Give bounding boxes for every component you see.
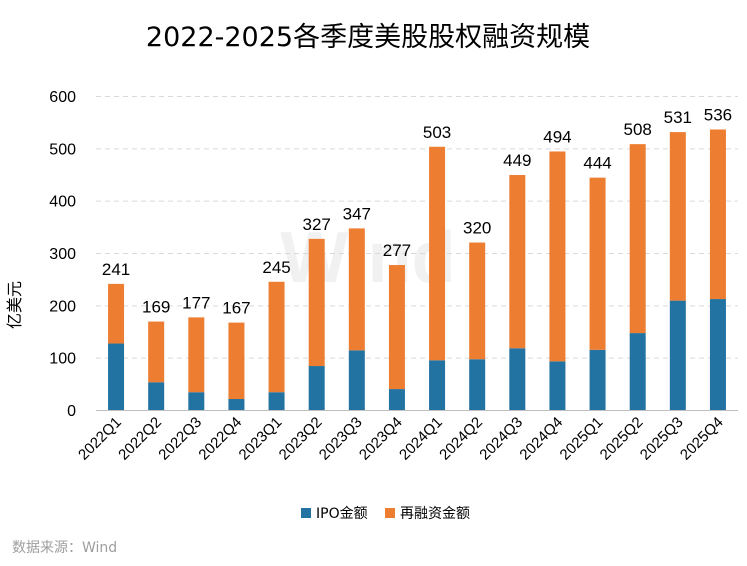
total-data-label: 177 [182, 293, 210, 312]
bar-segment-ipo [549, 361, 566, 410]
bar-segment-refinancing [709, 129, 726, 300]
legend-label-ipo: IPO金额 [316, 506, 368, 522]
total-data-label: 503 [423, 123, 451, 142]
total-data-label: 169 [142, 298, 170, 317]
x-tick-label: 2023Q4 [356, 414, 406, 464]
legend-swatch-ipo [301, 508, 311, 518]
bar-segment-refinancing [348, 228, 365, 351]
bar-segment-refinancing [429, 146, 446, 361]
bar-segment-ipo [589, 349, 606, 410]
bar-segment-ipo [388, 389, 405, 410]
bar-segment-refinancing [308, 238, 325, 367]
x-tick-label: 2025Q2 [597, 414, 647, 464]
x-tick-label: 2024Q1 [396, 414, 446, 464]
total-data-label: 494 [543, 127, 571, 146]
bar-segment-ipo [429, 360, 446, 410]
x-tick-label: 2024Q3 [476, 414, 526, 464]
total-data-label: 327 [303, 215, 331, 234]
total-data-label: 449 [503, 151, 531, 170]
legend-label-refinancing: 再融资金额 [400, 506, 470, 522]
bar-segment-refinancing [228, 322, 245, 400]
y-tick-label: 300 [49, 246, 76, 263]
bar-segment-refinancing [148, 321, 165, 383]
total-data-label: 347 [343, 204, 371, 223]
legend: IPO金额 再融资金额 [301, 506, 470, 522]
legend-swatch-refinancing [385, 508, 395, 518]
bar-segment-ipo [228, 399, 245, 410]
total-data-label: 167 [222, 299, 250, 318]
total-data-label: 245 [262, 258, 290, 277]
total-data-label: 277 [383, 241, 411, 260]
x-axis-ticks: 2022Q12022Q22022Q32022Q42023Q12023Q22023… [75, 414, 727, 464]
y-tick-label: 500 [49, 141, 76, 158]
total-data-label: 531 [664, 108, 692, 127]
bar-segment-ipo [188, 392, 205, 410]
x-tick-label: 2025Q1 [557, 414, 607, 464]
data-labels: 241 169 177 167 245 327 347 277 503 320 449 494 444 5… [102, 105, 732, 317]
source-note: 数据来源：Wind [12, 540, 117, 556]
bar-segment-ipo [469, 359, 486, 410]
y-tick-label: 0 [67, 403, 76, 420]
y-tick-label: 600 [49, 89, 76, 106]
bar-segment-ipo [709, 299, 726, 410]
x-tick-label: 2022Q3 [155, 414, 205, 464]
chart-title: 2022-2025各季度美股股权融资规模 [146, 22, 590, 53]
bar-segment-ipo [669, 300, 686, 410]
y-axis-ticks: 0 100 200 300 400 500 600 [49, 89, 76, 420]
bar-segment-refinancing [268, 281, 285, 393]
y-tick-label: 200 [49, 298, 76, 315]
bar-segment-refinancing [669, 132, 686, 301]
x-tick-label: 2024Q4 [516, 414, 566, 464]
bar-segment-refinancing [589, 177, 606, 350]
bar-segment-ipo [108, 343, 125, 410]
bar-segment-refinancing [509, 175, 526, 349]
x-tick-label: 2024Q2 [436, 414, 486, 464]
x-tick-label: 2025Q4 [677, 414, 727, 464]
bars [108, 129, 726, 410]
bar-segment-ipo [148, 382, 165, 410]
x-tick-label: 2023Q2 [276, 414, 326, 464]
bar-segment-refinancing [108, 283, 125, 344]
bar-segment-refinancing [629, 144, 646, 334]
bar-segment-ipo [629, 333, 646, 410]
total-data-label: 241 [102, 260, 130, 279]
x-tick-label: 2023Q1 [236, 414, 286, 464]
total-data-label: 536 [704, 105, 732, 124]
x-tick-label: 2023Q3 [316, 414, 366, 464]
bar-segment-ipo [308, 366, 325, 410]
bar-segment-refinancing [388, 265, 405, 390]
y-tick-label: 400 [49, 194, 76, 211]
x-tick-label: 2025Q3 [637, 414, 687, 464]
bar-segment-refinancing [549, 151, 566, 362]
bar-segment-ipo [348, 350, 365, 410]
total-data-label: 508 [624, 120, 652, 139]
bar-segment-refinancing [469, 242, 486, 360]
total-data-label: 444 [583, 154, 611, 173]
bar-segment-ipo [509, 348, 526, 410]
x-tick-label: 2022Q4 [195, 414, 245, 464]
x-tick-label: 2022Q2 [115, 414, 165, 464]
bar-segment-refinancing [188, 317, 205, 393]
x-tick-label: 2022Q1 [75, 414, 125, 464]
y-tick-label: 100 [49, 351, 76, 368]
total-data-label: 320 [463, 219, 491, 238]
y-axis-label: 亿美元 [5, 281, 24, 329]
bar-segment-ipo [268, 392, 285, 410]
